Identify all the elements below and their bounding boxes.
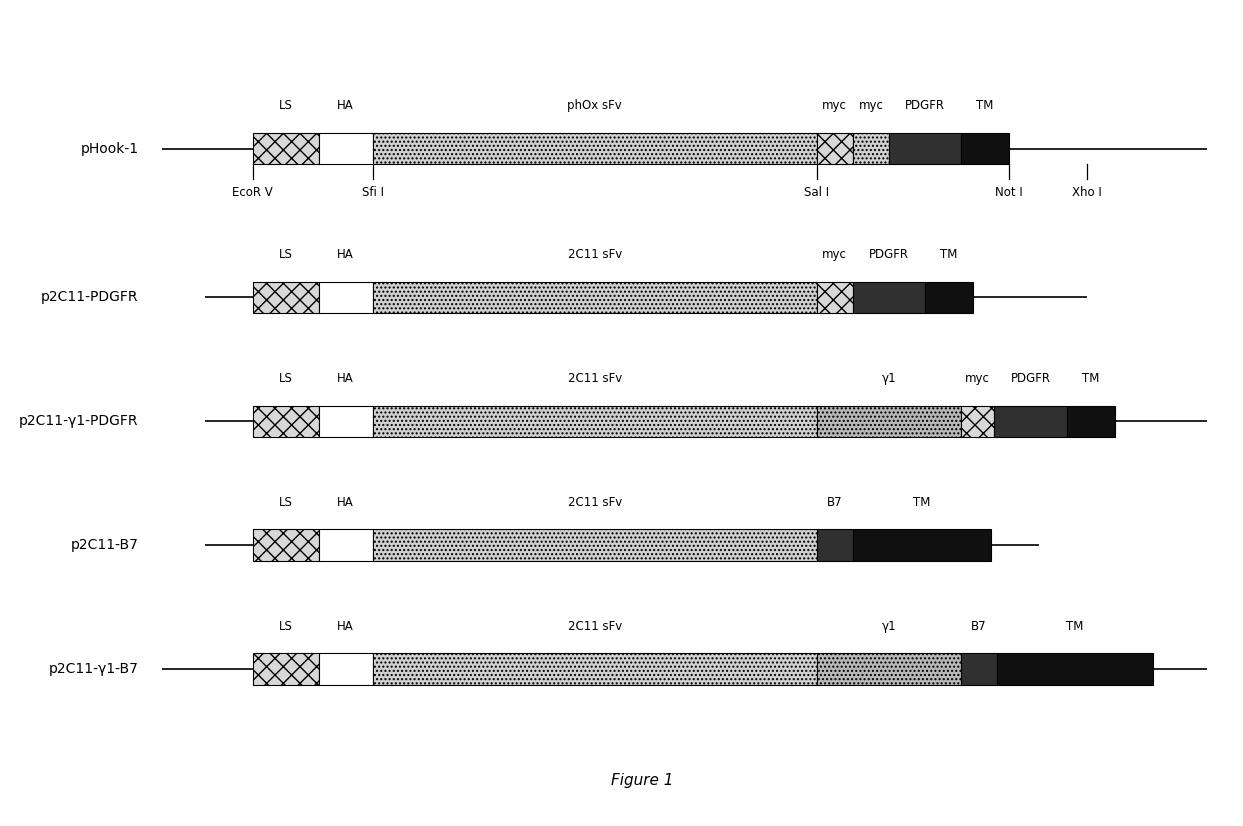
Bar	[1066, 406, 1115, 437]
Bar	[853, 282, 925, 313]
Text: LS: LS	[278, 620, 292, 633]
Bar	[318, 529, 373, 561]
Bar	[373, 529, 817, 561]
Bar	[318, 406, 373, 437]
Text: PDGFR: PDGFR	[1011, 372, 1050, 385]
Bar	[997, 653, 1154, 685]
Text: Sal I: Sal I	[804, 186, 829, 199]
Bar	[817, 529, 853, 561]
Bar	[961, 653, 997, 685]
Bar	[817, 653, 961, 685]
Text: myc: myc	[966, 372, 991, 385]
Text: HA: HA	[337, 372, 354, 385]
Text: PDGFR: PDGFR	[905, 99, 945, 112]
Bar	[373, 653, 817, 685]
Text: HA: HA	[337, 496, 354, 509]
Bar	[252, 133, 318, 164]
Text: myc: myc	[823, 248, 848, 261]
Text: HA: HA	[337, 620, 354, 633]
Bar	[961, 406, 994, 437]
Bar	[252, 282, 318, 313]
Text: γ1: γ1	[881, 620, 896, 633]
Text: Xho I: Xho I	[1071, 186, 1101, 199]
Bar	[961, 133, 1009, 164]
Text: EcoR V: EcoR V	[232, 186, 273, 199]
Bar	[925, 282, 973, 313]
Bar	[252, 406, 318, 437]
Bar	[853, 133, 889, 164]
Text: p2C11-γ1-B7: p2C11-γ1-B7	[48, 662, 138, 676]
Text: TM: TM	[976, 99, 993, 112]
Text: Figure 1: Figure 1	[612, 773, 674, 788]
Text: γ1: γ1	[881, 372, 896, 385]
Bar	[373, 406, 817, 437]
Bar	[889, 133, 961, 164]
Bar	[373, 282, 817, 313]
Text: TM: TM	[1066, 620, 1084, 633]
Text: HA: HA	[337, 99, 354, 112]
Bar	[817, 406, 961, 437]
Text: LS: LS	[278, 372, 292, 385]
Text: 2C11 sFv: 2C11 sFv	[568, 620, 622, 633]
Bar	[318, 133, 373, 164]
Text: HA: HA	[337, 248, 354, 261]
Text: p2C11-B7: p2C11-B7	[71, 539, 138, 552]
Text: 2C11 sFv: 2C11 sFv	[568, 372, 622, 385]
Text: Not I: Not I	[994, 186, 1023, 199]
Text: 2C11 sFv: 2C11 sFv	[568, 496, 622, 509]
Text: B7: B7	[971, 620, 987, 633]
Bar	[853, 529, 991, 561]
Text: p2C11-PDGFR: p2C11-PDGFR	[41, 291, 138, 304]
Text: p2C11-γ1-PDGFR: p2C11-γ1-PDGFR	[19, 415, 138, 428]
Text: B7: B7	[827, 496, 843, 509]
Text: LS: LS	[278, 248, 292, 261]
Text: myc: myc	[823, 99, 848, 112]
Text: phOx sFv: phOx sFv	[567, 99, 622, 112]
Bar	[817, 282, 853, 313]
Text: Sfi I: Sfi I	[362, 186, 384, 199]
Bar	[994, 406, 1066, 437]
Bar	[252, 653, 318, 685]
Text: LS: LS	[278, 496, 292, 509]
Text: pHook-1: pHook-1	[81, 142, 138, 155]
Text: TM: TM	[914, 496, 931, 509]
Text: myc: myc	[859, 99, 884, 112]
Text: 2C11 sFv: 2C11 sFv	[568, 248, 622, 261]
Bar	[318, 282, 373, 313]
Bar	[252, 529, 318, 561]
Text: LS: LS	[278, 99, 292, 112]
Text: PDGFR: PDGFR	[869, 248, 909, 261]
Text: TM: TM	[1081, 372, 1099, 385]
Bar	[817, 133, 853, 164]
Bar	[373, 133, 817, 164]
Text: TM: TM	[940, 248, 957, 261]
Bar	[318, 653, 373, 685]
